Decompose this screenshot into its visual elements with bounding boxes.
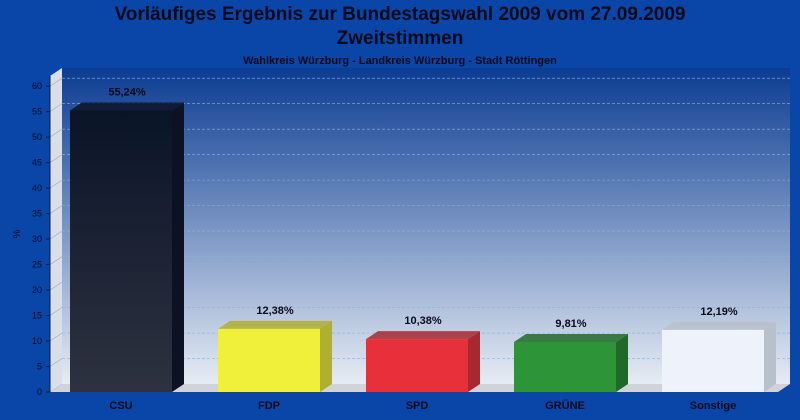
x-tick-label: GRÜNE xyxy=(545,399,585,412)
bar-side xyxy=(172,102,184,392)
data-label: 10,38% xyxy=(404,315,442,327)
gridline-side xyxy=(49,230,63,240)
gridline-side xyxy=(49,103,63,112)
left-wall xyxy=(50,68,62,392)
bar-top xyxy=(366,331,480,340)
bar-side xyxy=(320,320,332,392)
labels: 55,24% CSU 12,38% FDP 10,38% SPD 9,81% GRÜNE 12,… xyxy=(108,86,738,412)
data-label: 9,81% xyxy=(555,318,586,330)
x-tick-label: FDP xyxy=(258,400,280,412)
y-tick-label: 5 xyxy=(37,362,42,372)
y-tick-label: 15 xyxy=(32,311,42,321)
chart-title: Vorläufiges Ergebnis zur Bundestagswahl … xyxy=(114,4,686,25)
bar-top xyxy=(70,102,184,111)
bar xyxy=(366,339,468,392)
bar xyxy=(70,110,172,392)
chart-subtitle: Zweitstimmen xyxy=(336,28,464,49)
data-label: 55,24% xyxy=(108,86,146,98)
gridline-side xyxy=(49,77,63,87)
bar-fdp xyxy=(218,320,332,392)
gridline-side xyxy=(49,358,63,367)
gridline-side xyxy=(49,281,63,291)
bars xyxy=(70,102,776,392)
y-tick-label: 30 xyxy=(32,234,42,244)
y-tick-label: 35 xyxy=(32,209,42,219)
y-tick-label: 20 xyxy=(32,285,42,295)
x-tick-label: SPD xyxy=(406,400,429,412)
gridline-side xyxy=(49,179,63,189)
x-tick-label: CSU xyxy=(109,400,132,412)
bar-top xyxy=(218,320,332,329)
chart-region: Wahlkreis Würzburg - Landkreis Würzburg … xyxy=(243,55,557,67)
gridline-side xyxy=(49,256,63,265)
bar-csu xyxy=(70,102,184,392)
y-axis-label: % xyxy=(12,229,23,238)
x-tick-label: Sonstige xyxy=(690,400,736,412)
data-label: 12,38% xyxy=(256,305,294,317)
gridline-side xyxy=(49,205,63,214)
gridline-side xyxy=(49,154,63,163)
bar-top xyxy=(662,321,776,330)
y-tick-label: 25 xyxy=(32,260,42,270)
y-tick-label: 50 xyxy=(32,132,42,142)
bar-grüne xyxy=(514,334,628,392)
bar xyxy=(218,328,320,392)
bar-side xyxy=(764,321,776,392)
bar xyxy=(514,342,616,392)
gridline-side xyxy=(49,307,63,316)
bar xyxy=(662,329,764,392)
bar-side xyxy=(468,331,480,392)
y-tick-label: 10 xyxy=(32,336,42,346)
y-tick-label: 55 xyxy=(32,107,42,117)
gridline-side xyxy=(49,128,63,138)
bar-sonstige xyxy=(662,321,776,392)
y-tick-label: 60 xyxy=(32,81,42,91)
y-tick-label: 45 xyxy=(32,158,42,168)
y-tick-label: 40 xyxy=(32,183,42,193)
bar-side xyxy=(616,334,628,392)
y-tick-label: 0 xyxy=(37,387,42,397)
bar-top xyxy=(514,334,628,343)
y-axis: 0 5 10 15 20 25 30 35 40 45 50 55 60% xyxy=(12,76,51,397)
gridline-side xyxy=(49,332,63,342)
data-label: 12,19% xyxy=(700,306,738,318)
bar-spd xyxy=(366,331,480,392)
